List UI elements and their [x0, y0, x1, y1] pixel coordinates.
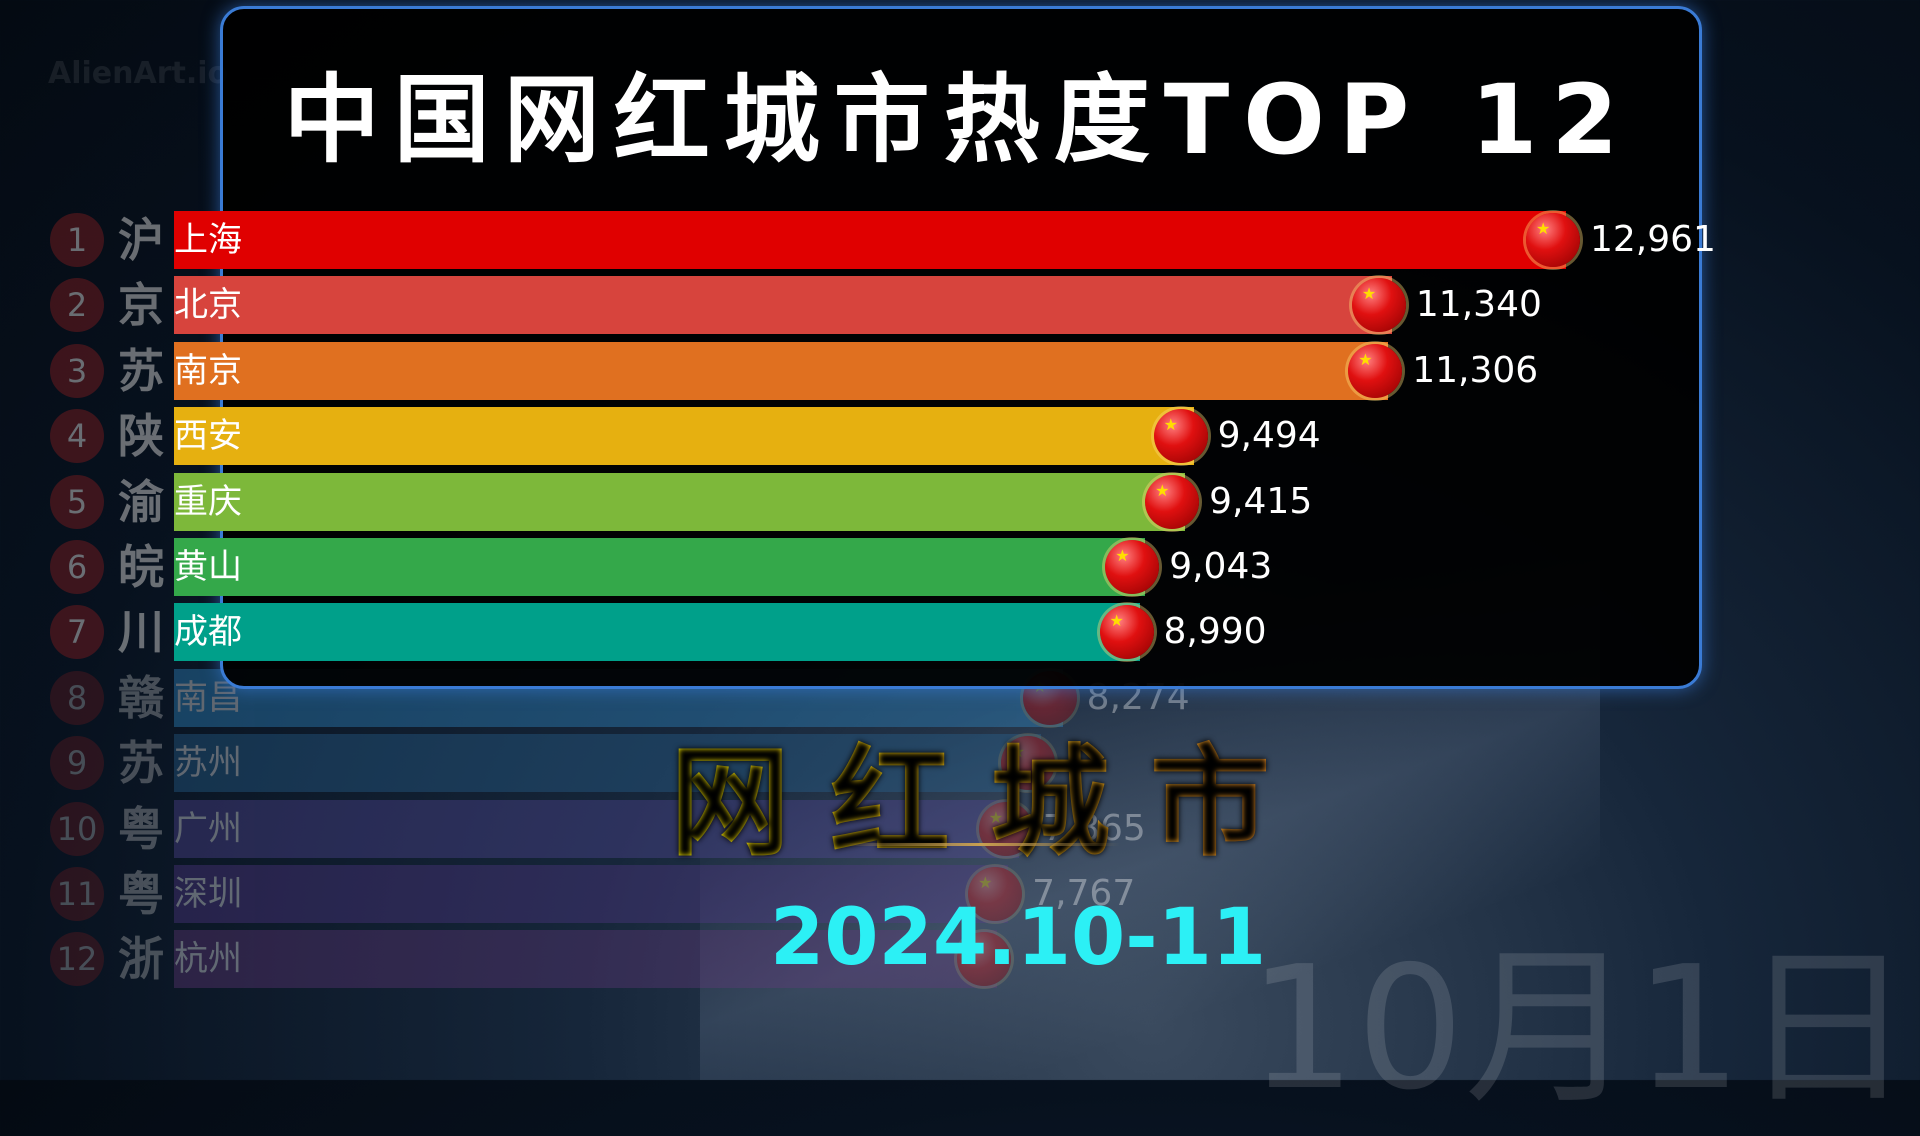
- rank-badge: 3: [50, 343, 104, 398]
- bar: [174, 865, 1009, 923]
- bar-row: 11 粤深圳 7,767: [0, 865, 1920, 923]
- rank-badge: 2: [50, 278, 104, 333]
- bar: [174, 734, 1041, 793]
- province-abbr: 皖: [118, 540, 164, 594]
- rank-badge: 9: [50, 736, 104, 791]
- bar: [174, 930, 998, 989]
- headline: 网红城市: [670, 705, 1310, 879]
- value-label: 7,865: [1043, 800, 1146, 858]
- city-name: 深圳: [174, 874, 242, 914]
- city-name: 苏州: [174, 743, 242, 784]
- province-abbr: 苏: [118, 736, 164, 791]
- province-abbr: 浙: [118, 932, 164, 987]
- china-flag-icon: [1105, 540, 1160, 594]
- rank-badge: 11: [50, 867, 104, 921]
- rank-badge: 10: [50, 801, 104, 856]
- bar-row: 9 苏苏州: [0, 734, 1920, 793]
- china-flag-icon: [1351, 278, 1406, 333]
- bar-row: 10 粤广州 7,865: [0, 799, 1920, 858]
- city-name: 成都: [174, 612, 242, 653]
- bar: [174, 211, 1566, 269]
- province-abbr: 京: [118, 278, 164, 333]
- city-name: 黄山: [174, 547, 242, 587]
- china-flag-icon: [1153, 409, 1208, 464]
- city-name: 北京: [174, 285, 242, 326]
- city-name: 上海: [174, 220, 242, 260]
- city-name: 南京: [174, 350, 242, 391]
- province-abbr: 苏: [118, 343, 164, 398]
- divider: [840, 843, 1120, 846]
- china-flag-icon: [978, 801, 1033, 856]
- bar: [174, 472, 1186, 531]
- china-flag-icon: [1000, 736, 1055, 791]
- china-flag-icon: [1145, 474, 1200, 529]
- rank-badge: 5: [50, 474, 104, 529]
- province-abbr: 沪: [118, 213, 164, 267]
- bar: [174, 799, 1019, 858]
- value-label: 11,306: [1412, 349, 1539, 391]
- province-abbr: 粤: [118, 801, 164, 856]
- province-abbr: 赣: [118, 670, 164, 725]
- china-flag-icon: [1099, 605, 1154, 660]
- value-label: 8,990: [1163, 611, 1267, 653]
- bar: [174, 341, 1389, 400]
- rank-badge: 12: [50, 932, 104, 987]
- china-flag-icon: [1348, 343, 1403, 398]
- period-label: 2024.10-11: [770, 893, 1267, 983]
- province-abbr: 川: [118, 605, 164, 660]
- value-label: 11,340: [1415, 284, 1542, 326]
- date-label: 10月1日: [1248, 930, 1913, 1128]
- city-name: 杭州: [174, 939, 242, 980]
- province-abbr: 陕: [118, 409, 164, 464]
- value-label: 12,961: [1590, 219, 1716, 260]
- china-flag-icon: [968, 867, 1023, 921]
- bar-row: 12 浙杭州: [0, 930, 1920, 989]
- value-label: 9,494: [1217, 415, 1321, 457]
- city-name: 西安: [174, 416, 242, 457]
- rank-badge: 6: [50, 540, 104, 594]
- city-name: 广州: [174, 808, 242, 849]
- rank-badge: 1: [50, 213, 104, 267]
- chart-title: 中国网红城市热度TOP 12: [283, 64, 1633, 176]
- china-flag-icon: [957, 932, 1012, 987]
- value-label: 9,415: [1209, 480, 1313, 522]
- value-label: 9,043: [1169, 546, 1273, 587]
- bar: [174, 538, 1146, 596]
- rank-badge: 8: [50, 670, 104, 725]
- province-abbr: 渝: [118, 474, 164, 529]
- value-label: 7,767: [1032, 873, 1136, 914]
- watermark: AlienArt.io: [48, 56, 229, 91]
- bar: [174, 276, 1392, 335]
- rank-badge: 7: [50, 605, 104, 660]
- china-flag-icon: [1526, 213, 1580, 267]
- city-name: 重庆: [174, 481, 242, 522]
- rank-badge: 4: [50, 409, 104, 464]
- bar: [174, 603, 1140, 662]
- province-abbr: 粤: [118, 867, 164, 921]
- bar: [174, 407, 1194, 466]
